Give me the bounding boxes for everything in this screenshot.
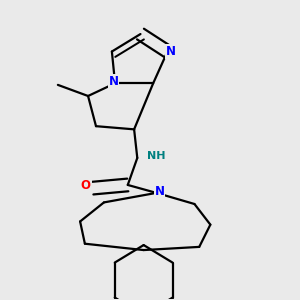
Text: N: N — [154, 185, 164, 198]
Text: N: N — [166, 45, 176, 58]
Text: O: O — [81, 179, 91, 192]
Text: NH: NH — [147, 152, 166, 161]
Text: N: N — [109, 75, 118, 88]
